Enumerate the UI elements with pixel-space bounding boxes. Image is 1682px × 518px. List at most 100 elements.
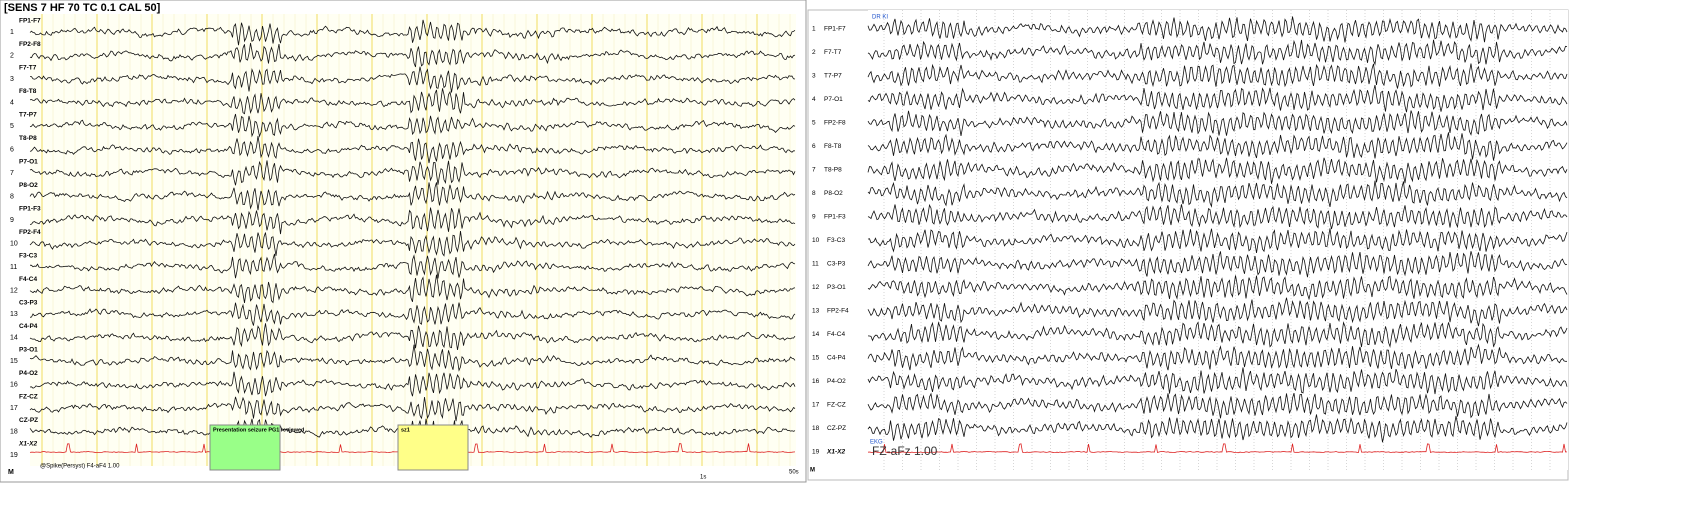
eeg-trace — [867, 132, 1568, 161]
channel-label: FP2-F4 — [19, 229, 41, 236]
channel-label: CZ-PZ — [827, 425, 846, 432]
eeg-trace — [867, 297, 1568, 327]
channel-label: X1-X2 — [826, 449, 845, 456]
channel-label: FZ-CZ — [827, 402, 846, 409]
footer-note: @Spike(Persyst) F4-aF4 1.00 — [40, 464, 120, 470]
marker: M — [810, 468, 815, 474]
eeg-trace — [867, 203, 1568, 230]
channel-label: P8-O2 — [19, 182, 38, 189]
channel-number: 3 — [812, 73, 816, 80]
time-scale: 1s — [700, 475, 706, 481]
channel-number: 13 — [10, 311, 18, 318]
channel-label: FP1-F3 — [19, 206, 41, 213]
channel-label: F8-T8 — [824, 143, 842, 150]
channel-label: T7-P7 — [19, 112, 37, 119]
eeg-trace — [29, 207, 796, 235]
eeg-trace — [29, 418, 796, 445]
channel-number: 19 — [812, 449, 820, 456]
eeg-trace — [867, 228, 1568, 253]
eeg-trace — [29, 160, 796, 186]
eeg-trace — [29, 135, 796, 164]
ekg-trace — [867, 443, 1568, 454]
channel-label: P8-O2 — [824, 190, 843, 197]
channel-number: 16 — [10, 381, 18, 388]
channel-number: 8 — [10, 193, 14, 200]
channel-label: P4-O2 — [19, 370, 38, 377]
channel-label: X1-X2 — [18, 441, 37, 448]
channel-label: F4-C4 — [19, 276, 37, 283]
channel-label: F3-C3 — [827, 237, 845, 244]
channel-label: F4-C4 — [827, 331, 845, 338]
eeg-trace — [29, 344, 796, 372]
eeg-trace — [867, 251, 1568, 278]
annotation-box[interactable] — [209, 424, 281, 471]
time-position: 50s — [789, 470, 799, 476]
eeg-trace — [867, 180, 1568, 208]
eeg-trace — [867, 321, 1568, 348]
eeg-trace — [30, 66, 796, 93]
channel-number: 2 — [10, 52, 14, 59]
channel-number: 1 — [10, 29, 14, 36]
channel-number: 9 — [812, 214, 816, 221]
eeg-trace — [867, 392, 1568, 419]
channel-label: P4-O2 — [827, 378, 846, 385]
channel-number: 2 — [812, 49, 816, 56]
channel-label: P3-O1 — [19, 347, 38, 354]
annotation-text: sz1 — [401, 427, 410, 433]
channel-number: 11 — [10, 264, 17, 271]
channel-number: 1 — [812, 26, 816, 33]
channel-label: F7-T7 — [824, 49, 842, 56]
annotation-box[interactable] — [397, 424, 469, 471]
channel-label: F7-T7 — [19, 65, 37, 72]
annotation-text: Presentation seizure PG1 reviewed — [213, 427, 304, 433]
channel-number: 3 — [10, 76, 14, 83]
channel-label: C4-P4 — [827, 355, 846, 362]
channel-number: 7 — [10, 170, 14, 177]
marker: M — [8, 469, 14, 476]
montage-header: [SENS 7 HF 70 TC 0.1 CAL 50] — [4, 2, 161, 14]
channel-label: P7-O1 — [19, 159, 38, 166]
eeg-trace — [29, 182, 796, 211]
channel-label: FP1-F7 — [824, 26, 846, 33]
channel-number: 13 — [812, 308, 820, 315]
eeg-trace — [29, 323, 796, 350]
channel-number: 10 — [812, 237, 820, 244]
eeg-trace — [29, 274, 796, 304]
right-trace-area — [868, 10, 1568, 470]
eeg-trace — [29, 371, 796, 397]
channel-number: 9 — [10, 217, 14, 224]
eeg-trace — [29, 302, 796, 326]
eeg-trace — [867, 414, 1568, 443]
eeg-trace — [29, 42, 796, 68]
channel-number: 10 — [10, 240, 18, 247]
channel-label: FP2-F4 — [827, 308, 849, 315]
eeg-trace — [867, 367, 1568, 395]
channel-number: 17 — [812, 402, 820, 409]
channel-number: 17 — [10, 405, 18, 412]
channel-label: FZ-CZ — [19, 394, 38, 401]
channel-number: 18 — [10, 428, 18, 435]
channel-number: 11 — [812, 261, 819, 268]
channel-number: 5 — [812, 120, 816, 127]
channel-label: FP2-F8 — [824, 120, 846, 127]
eeg-trace — [867, 84, 1568, 113]
channel-number: 19 — [10, 452, 18, 459]
channel-number: 4 — [812, 96, 816, 103]
channel-label: T7-P7 — [824, 73, 842, 80]
channel-number: 12 — [812, 284, 820, 291]
eeg-trace — [867, 63, 1568, 89]
channel-label: CZ-PZ — [19, 417, 38, 424]
channel-number: 6 — [812, 143, 816, 150]
channel-number: 12 — [10, 287, 18, 294]
channel-label: FP2-F8 — [19, 41, 41, 48]
reference-label: FZ-aFz 1.00 — [872, 444, 938, 458]
channel-number: 18 — [812, 425, 820, 432]
channel-label: FP1-F3 — [824, 214, 846, 221]
channel-label: C3-P3 — [19, 300, 38, 307]
channel-number: 7 — [812, 167, 816, 174]
channel-label: FP1-F7 — [19, 18, 41, 25]
ekg-label: EKG — [870, 440, 883, 446]
channel-label: F3-C3 — [19, 253, 37, 260]
channel-number: 6 — [10, 146, 14, 153]
